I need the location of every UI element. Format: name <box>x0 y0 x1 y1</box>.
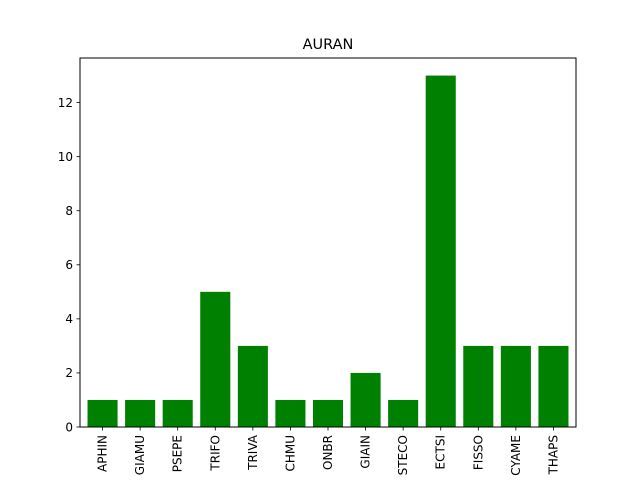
chart-title: AURAN <box>303 37 354 53</box>
x-tick-label: CYAME <box>509 435 523 476</box>
x-tick-label: APHIN <box>96 435 110 472</box>
y-tick-label: 6 <box>65 258 73 272</box>
bar-giamu <box>125 399 156 427</box>
y-tick-label: 0 <box>65 420 73 434</box>
bar-thaps <box>538 345 569 427</box>
bar-trifo <box>200 291 231 427</box>
y-tick-label: 4 <box>65 312 73 326</box>
x-tick-label: STECO <box>396 435 410 475</box>
y-axis: 0 2 4 6 8 10 12 <box>58 96 80 434</box>
x-tick-label: FISSO <box>471 435 485 470</box>
x-tick-label: PSEPE <box>171 435 185 472</box>
y-tick-label: 10 <box>58 150 73 164</box>
x-tick-label: GIAMU <box>133 435 147 475</box>
bars-group <box>87 75 569 427</box>
x-tick-label: CHMU <box>283 435 297 472</box>
x-tick-label: TRIFO <box>208 435 222 472</box>
bar-fisso <box>463 345 494 427</box>
x-axis: APHIN GIAMU PSEPE TRIFO TRIVA CHMU ONBR GIAIN ST… <box>96 427 560 476</box>
x-tick-label: GIAIN <box>359 435 373 469</box>
y-tick-label: 8 <box>65 204 73 218</box>
x-tick-label: THAPS <box>546 435 560 475</box>
bar-giain <box>350 372 381 427</box>
x-tick-label: TRIVA <box>246 434 260 471</box>
x-tick-label: ECTSI <box>434 435 448 469</box>
bar-triva <box>237 345 268 427</box>
bar-onbr <box>312 399 344 427</box>
y-tick-label: 2 <box>65 366 73 380</box>
bar-chmu <box>275 399 306 427</box>
bar-steco <box>388 399 419 427</box>
x-tick-label: ONBR <box>321 435 335 470</box>
bar-ectsi <box>425 75 456 427</box>
bar-cyame <box>500 345 531 427</box>
y-tick-label: 12 <box>58 96 73 110</box>
bar-aphin <box>87 399 118 427</box>
bar-psepe <box>162 399 193 427</box>
plot-frame <box>79 57 577 428</box>
